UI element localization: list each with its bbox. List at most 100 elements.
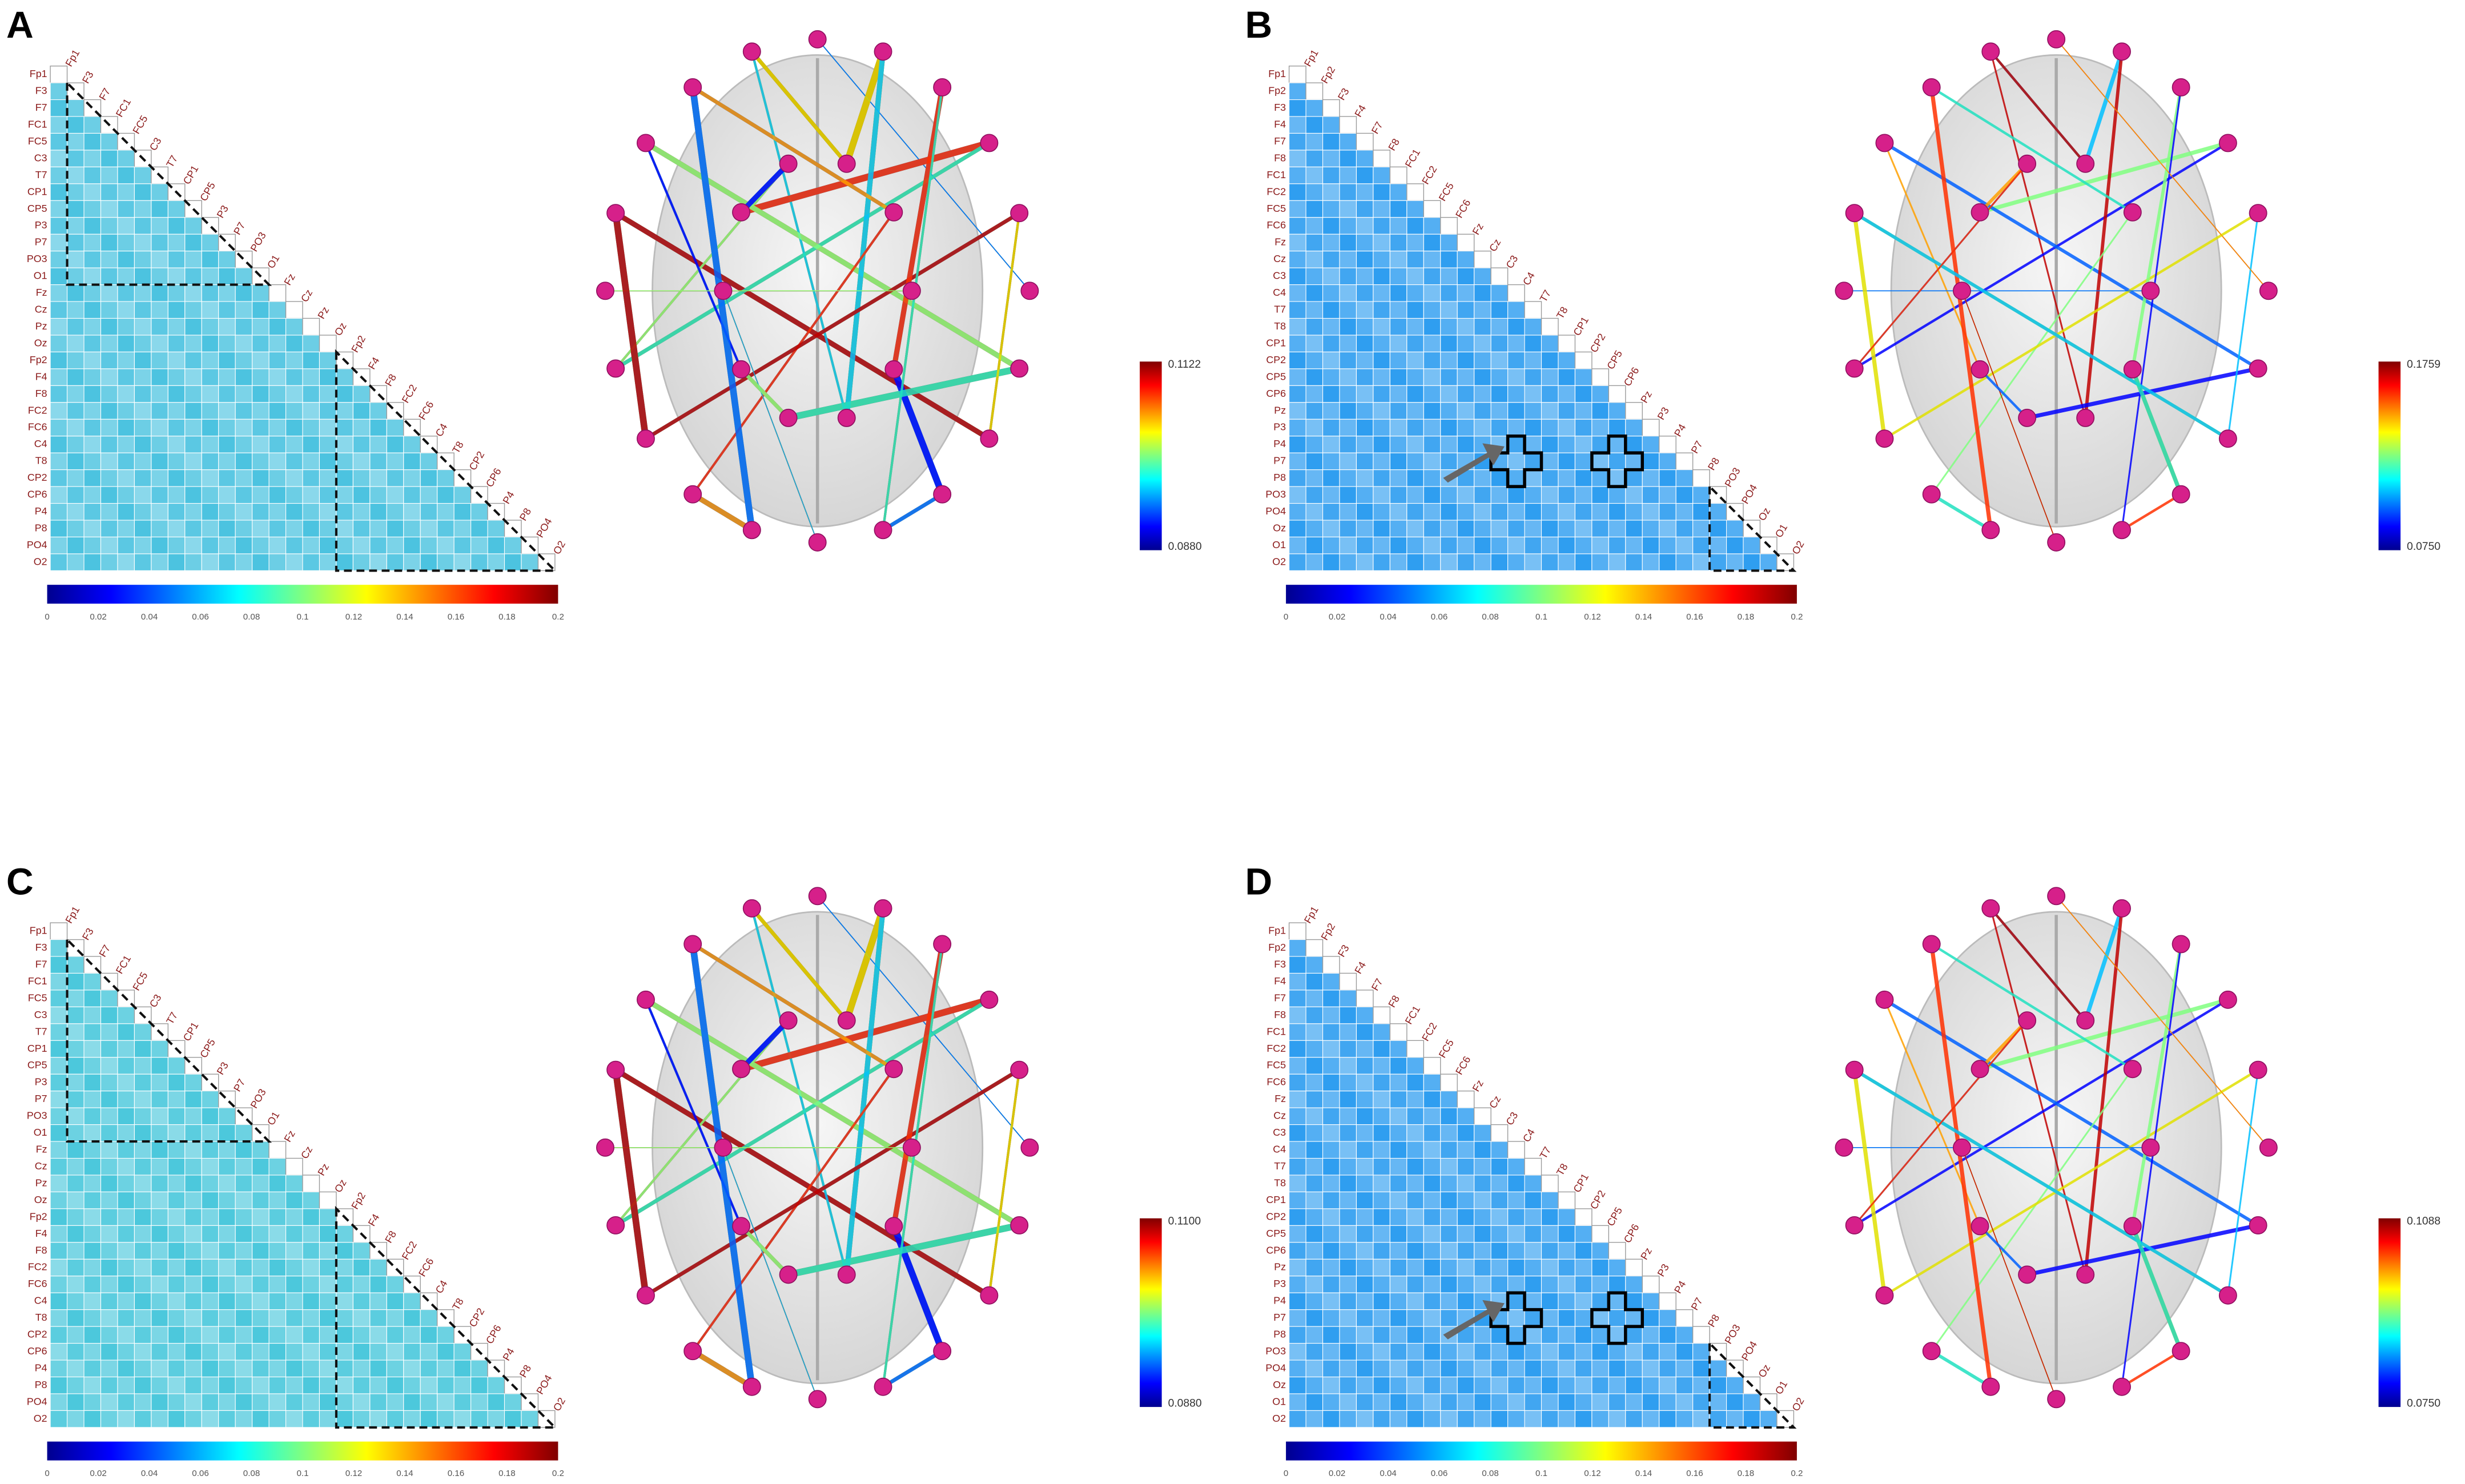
matrix-cell (403, 503, 421, 521)
matrix-cell (167, 385, 186, 403)
matrix-cell (1574, 1258, 1593, 1277)
electrode-node (683, 935, 702, 954)
matrix-cell (1591, 1292, 1609, 1310)
diag-label: FC1 (1403, 1004, 1422, 1026)
matrix-cell (67, 132, 85, 151)
matrix-cell (100, 132, 118, 151)
matrix-cell (1373, 503, 1390, 521)
matrix-cell (1373, 200, 1390, 218)
matrix-cell (369, 419, 387, 437)
matrix-cell (151, 1360, 168, 1378)
matrix-cell (184, 234, 202, 252)
matrix-cell (1423, 234, 1441, 252)
matrix-cell (1305, 217, 1324, 235)
diagonal-cell (1305, 82, 1324, 100)
matrix-cell (218, 1326, 236, 1344)
matrix-cell (117, 1360, 135, 1378)
matrix-cell (1709, 503, 1727, 521)
colorbar-tick: 0.08 (243, 612, 260, 622)
matrix-cell (1289, 990, 1306, 1007)
matrix-cell (134, 1141, 152, 1159)
matrix-cell (319, 1258, 337, 1277)
matrix-cell (285, 351, 303, 369)
matrix-cell (302, 452, 320, 470)
matrix-cell (252, 469, 270, 487)
matrix-cell (1356, 234, 1374, 252)
matrix-cell (201, 536, 219, 554)
matrix-cell (1675, 1360, 1694, 1378)
matrix-cell (1524, 520, 1542, 538)
matrix-cell (319, 1292, 337, 1310)
matrix-cell (235, 436, 253, 453)
network-edge (988, 1069, 1021, 1296)
matrix-cell (50, 1360, 68, 1378)
matrix-cell (1339, 1124, 1357, 1142)
matrix-cell (50, 469, 68, 487)
matrix-cell (117, 234, 135, 252)
matrix-cell (1474, 1326, 1491, 1344)
colorbar-tick: 0 (1284, 1469, 1288, 1478)
matrix-cell (83, 385, 102, 403)
matrix-cell (184, 1292, 202, 1310)
row-label: F3 (35, 85, 47, 96)
matrix-cell (437, 1393, 455, 1411)
matrix-cell (117, 301, 135, 319)
diagonal-cell (1339, 972, 1357, 991)
matrix-cell (1457, 402, 1475, 420)
matrix-cell (67, 1208, 85, 1226)
diagonal-cell (1608, 1242, 1626, 1260)
matrix-cell (151, 1124, 168, 1142)
matrix-cell (151, 1091, 168, 1108)
matrix-cell (1558, 1376, 1575, 1394)
matrix-cell (1524, 1343, 1542, 1361)
matrix-cell (1440, 1393, 1458, 1411)
matrix-cell (1423, 1309, 1441, 1327)
matrix-cell (117, 452, 135, 470)
matrix-cell (1457, 251, 1475, 268)
row-label: P7 (35, 1093, 47, 1104)
matrix-cell (1305, 301, 1324, 319)
matrix-cell (83, 1006, 102, 1024)
matrix-cell (1625, 486, 1643, 504)
electrode-node (2249, 204, 2267, 223)
electrode-node (2076, 408, 2095, 427)
matrix-cell (235, 1242, 253, 1260)
row-label: Cz (1273, 253, 1286, 264)
matrix-cell (1322, 150, 1340, 167)
dashed-block (335, 349, 558, 572)
matrix-cell (252, 1292, 270, 1310)
matrix-cell (1305, 1410, 1324, 1428)
matrix-cell (1490, 520, 1509, 538)
matrix-cell (1524, 436, 1542, 453)
electrode-node (1835, 1138, 1853, 1157)
matrix-cell (1625, 419, 1643, 437)
matrix-cell (1642, 520, 1660, 538)
matrix-cell (1591, 1343, 1609, 1361)
dashed-block (1708, 484, 1797, 572)
matrix-cell (184, 1276, 202, 1293)
matrix-cell (117, 1309, 135, 1327)
matrix-cell (1322, 166, 1340, 184)
matrix-cell (252, 436, 270, 453)
matrix-cell (1474, 486, 1491, 504)
diagonal-cell (1457, 234, 1475, 252)
matrix-cell (1440, 1376, 1458, 1394)
matrix-cell (1373, 1191, 1390, 1209)
matrix-cell (100, 1124, 118, 1142)
matrix-cell (1305, 436, 1324, 453)
electrode-node (606, 1060, 625, 1079)
matrix-cell (1440, 335, 1458, 352)
matrix-cell (1507, 1292, 1525, 1310)
matrix-cell (1642, 469, 1660, 487)
matrix-cell (1339, 1242, 1357, 1260)
matrix-cell (521, 553, 538, 571)
matrix-cell (201, 1191, 219, 1209)
matrix-cell (167, 1343, 186, 1361)
matrix-cell (1373, 469, 1390, 487)
matrix-cell (352, 452, 371, 470)
matrix-cell (167, 452, 186, 470)
highlight-cross (1590, 434, 1644, 488)
matrix-cell (151, 200, 168, 218)
diag-label: FC5 (1437, 1037, 1456, 1060)
matrix-cell (1490, 385, 1509, 403)
